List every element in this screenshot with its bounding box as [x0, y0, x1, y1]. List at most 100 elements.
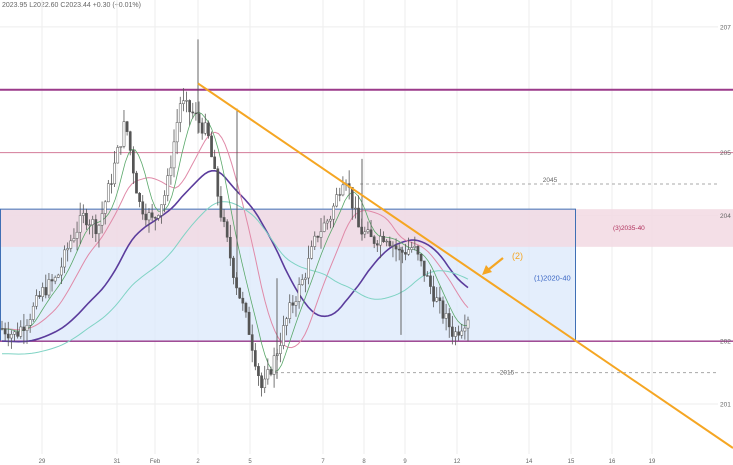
candle-body	[307, 258, 310, 279]
candle-body	[150, 212, 154, 218]
candle-body	[16, 331, 19, 337]
candle-body	[366, 229, 370, 233]
arrow-shaft	[487, 257, 504, 271]
candle-body	[375, 243, 379, 246]
candle-body	[103, 201, 107, 214]
candle-body	[225, 221, 229, 238]
candle-body	[288, 302, 292, 319]
candle-body	[429, 275, 432, 287]
candle-body	[278, 345, 282, 354]
moving-average-slow	[1, 170, 469, 343]
x-tick-label: 5	[248, 459, 252, 465]
candle-body	[19, 326, 23, 337]
candle-body	[260, 375, 263, 389]
x-tick-label: 7	[321, 459, 325, 465]
candle-body	[153, 217, 157, 219]
pink-zone	[0, 209, 733, 247]
candle-body	[191, 111, 195, 114]
candle-body	[466, 319, 470, 329]
candle-body	[216, 168, 220, 197]
candle-body	[300, 279, 304, 285]
candle-body	[60, 266, 63, 276]
candle-body	[422, 260, 426, 276]
ohlc-readout: 2023.95 L2022.60 C2023.44 +0.30 (+0.01%)	[2, 2, 141, 9]
x-tick-label: 2	[196, 459, 200, 465]
candle-body	[325, 220, 329, 224]
candle-body	[435, 297, 439, 302]
candle-body	[185, 100, 188, 102]
moving-average-long	[2, 201, 469, 355]
candle-body	[463, 327, 467, 332]
candle-body	[329, 218, 332, 222]
candle-body	[313, 235, 317, 247]
candle-body	[372, 236, 376, 244]
candle-body	[166, 175, 170, 196]
candle-body	[410, 247, 414, 250]
candle-body	[0, 328, 4, 330]
candle-body	[447, 313, 451, 328]
candle-body	[132, 150, 135, 174]
candle-body	[241, 297, 245, 304]
candle-body	[369, 229, 373, 238]
candle-body	[203, 122, 207, 134]
candle-body	[160, 204, 163, 216]
descending-trendline	[197, 82, 733, 449]
candle-body	[110, 183, 113, 185]
candle-body	[432, 286, 435, 302]
moving-average-fast	[1, 111, 469, 372]
candle-body	[147, 212, 151, 221]
candle-body	[400, 249, 404, 253]
candle-body	[335, 194, 338, 207]
candle-body	[188, 100, 192, 113]
candle-body	[182, 100, 185, 104]
candle-body	[135, 172, 138, 194]
candle-body	[163, 195, 166, 206]
candle-body	[69, 240, 73, 249]
candle-body	[172, 141, 176, 169]
labels: 2045 2015 (3)2035-40 (1)2020-40 (2) 29 31 Feb 2 5…	[39, 24, 732, 465]
x-tick-label: Feb	[150, 459, 161, 465]
candle-body	[157, 215, 160, 219]
candle-body	[394, 245, 398, 250]
x-tick-label: 9	[403, 459, 407, 465]
candle-body	[35, 295, 38, 307]
candle-body	[119, 146, 123, 148]
candle-body	[319, 231, 323, 238]
candle-body	[47, 279, 51, 296]
candle-body	[363, 231, 367, 235]
candle-body	[291, 302, 295, 306]
candle-body	[332, 205, 335, 220]
candle-body	[266, 369, 270, 380]
candle-body	[222, 217, 226, 222]
candle-body	[350, 187, 354, 209]
candle-body	[97, 224, 101, 235]
candle-body	[63, 249, 66, 268]
x-tick-label: 16	[609, 459, 616, 465]
candle-body	[338, 194, 342, 196]
candle-body	[441, 300, 445, 319]
candle-body	[438, 297, 442, 301]
candle-body	[228, 236, 232, 259]
moving-averages	[1, 111, 469, 372]
candle-body	[25, 324, 29, 331]
candle-body	[88, 224, 91, 226]
candle-body	[454, 331, 457, 337]
candle-body	[200, 122, 204, 134]
candle-body	[253, 350, 257, 367]
candle-body	[31, 305, 35, 320]
candle-body	[94, 219, 98, 235]
candle-body	[175, 122, 179, 143]
y-tick-label: 204	[720, 213, 731, 220]
label-2045: 2045	[543, 177, 558, 184]
candle-body	[250, 334, 254, 351]
label-arrow-2: (2)	[512, 251, 523, 261]
y-tick-label: 201	[720, 402, 731, 409]
y-tick-label: 205	[720, 150, 731, 157]
candle-body	[379, 235, 382, 246]
candle-body	[125, 121, 129, 132]
candle-body	[416, 246, 420, 255]
candle-body	[66, 248, 70, 251]
candle-body	[100, 213, 104, 226]
candle-body	[263, 378, 267, 389]
